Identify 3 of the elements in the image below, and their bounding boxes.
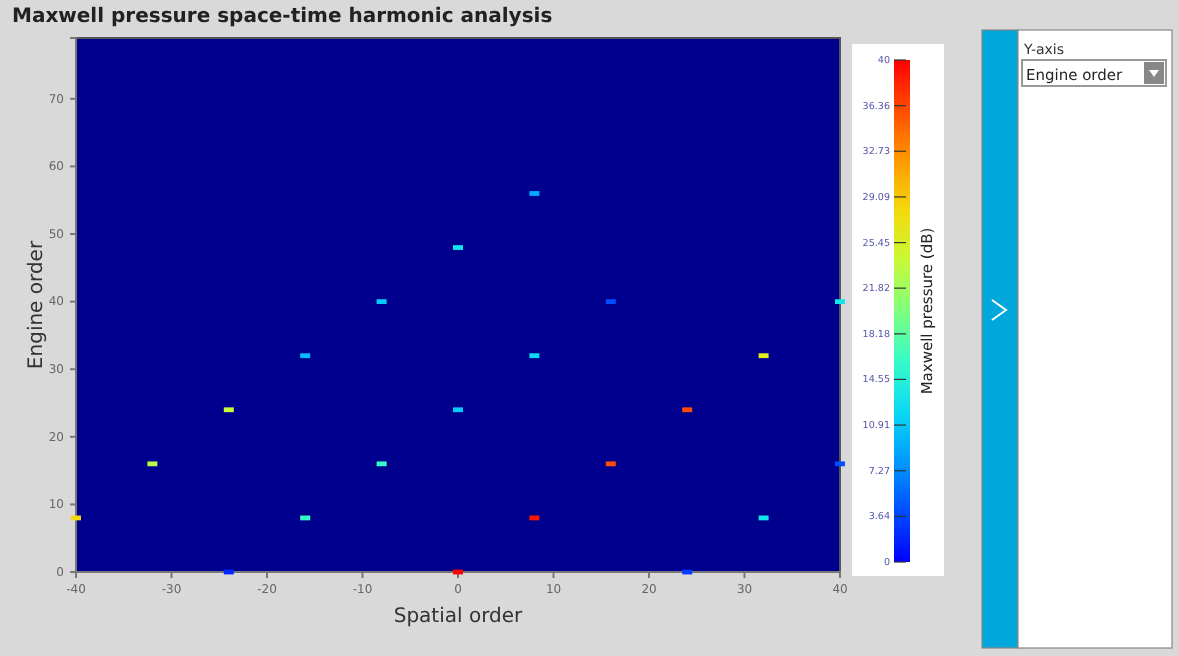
chart-title: Maxwell pressure space-time harmonic analysis (12, 6, 553, 28)
y-axis-title: Engine order (26, 239, 48, 370)
x-axis-title: Spatial order (393, 606, 525, 628)
